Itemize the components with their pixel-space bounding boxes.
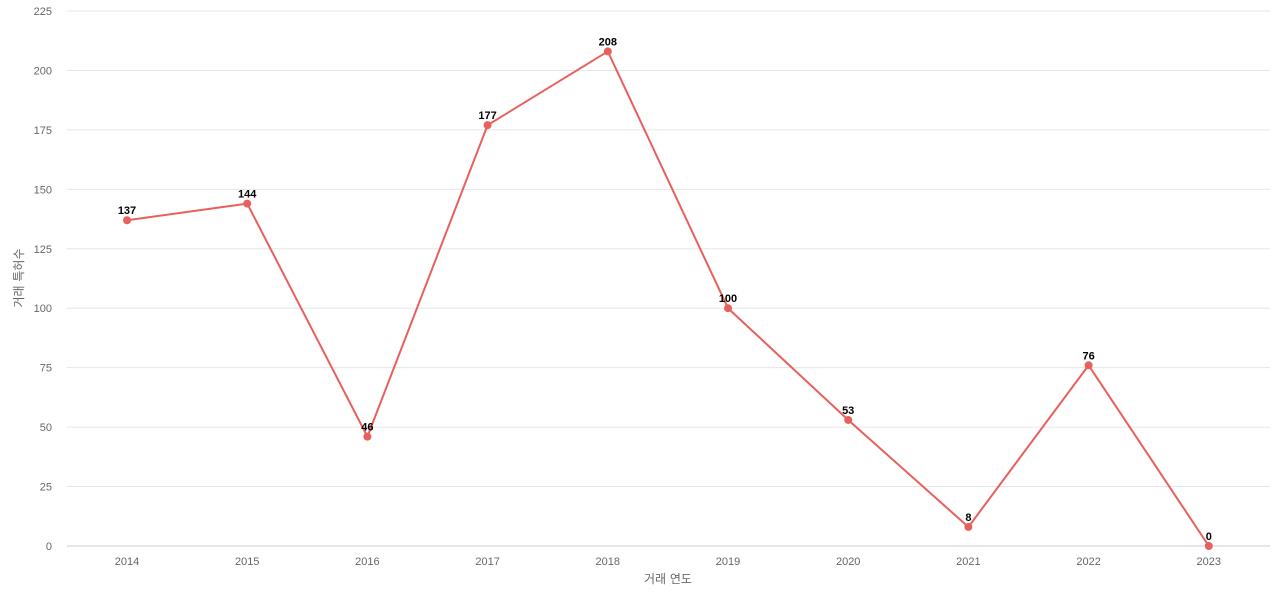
- data-point[interactable]: [363, 432, 372, 441]
- data-label: 8: [965, 512, 971, 524]
- data-label: 144: [238, 189, 257, 201]
- data-point[interactable]: [1204, 542, 1213, 550]
- y-tick-labels: 0 25 50 75 100 125 150 175 200 225: [34, 6, 52, 553]
- data-label: 53: [842, 405, 854, 417]
- y-tick-label: 100: [34, 303, 52, 315]
- data-label: 76: [1082, 350, 1094, 362]
- x-tick-label: 2017: [475, 556, 499, 568]
- x-tick-label: 2023: [1197, 556, 1221, 568]
- data-point[interactable]: [724, 304, 732, 313]
- x-tick-label: 2020: [836, 556, 860, 568]
- data-point[interactable]: [844, 415, 853, 424]
- x-tick-label: 2015: [235, 556, 259, 568]
- data-label: 137: [118, 205, 136, 217]
- data-label: 100: [719, 293, 737, 305]
- y-tick-label: 75: [40, 363, 52, 375]
- series-line: [126, 50, 1210, 547]
- x-tick-label: 2018: [596, 556, 620, 568]
- series-group: [123, 47, 1213, 550]
- data-labels: 137 144 46 177 208 100 53 8 76 0: [118, 36, 1212, 543]
- data-point[interactable]: [1084, 361, 1093, 370]
- x-axis-title: 거래 연도: [644, 572, 692, 586]
- data-label: 0: [1206, 531, 1212, 543]
- y-tick-label: 25: [40, 482, 52, 494]
- y-tick-label: 50: [40, 422, 52, 434]
- x-tick-labels: 2014 2015 2016 2017 2018 2019 2020 2021 2022 2023: [115, 556, 1221, 568]
- y-tick-label: 150: [34, 184, 52, 196]
- x-tick-label: 2014: [115, 556, 139, 568]
- data-point[interactable]: [483, 121, 492, 130]
- data-label: 208: [599, 36, 617, 48]
- y-axis-title: 거래 특허수: [12, 248, 26, 307]
- x-tick-label: 2022: [1076, 556, 1100, 568]
- data-point[interactable]: [603, 47, 612, 56]
- y-tick-label: 175: [34, 125, 52, 137]
- data-label: 177: [478, 110, 496, 122]
- data-point[interactable]: [123, 216, 131, 225]
- data-point[interactable]: [964, 522, 973, 531]
- x-tick-label: 2019: [716, 556, 740, 568]
- gridlines: [67, 10, 1270, 547]
- y-tick-label: 200: [34, 65, 52, 77]
- y-tick-label: 125: [34, 244, 52, 256]
- y-tick-label: 0: [46, 541, 52, 553]
- x-tick-label: 2016: [355, 556, 379, 568]
- data-point[interactable]: [243, 199, 252, 208]
- x-tick-label: 2021: [956, 556, 980, 568]
- y-tick-label: 225: [34, 6, 52, 18]
- data-label: 46: [361, 422, 373, 434]
